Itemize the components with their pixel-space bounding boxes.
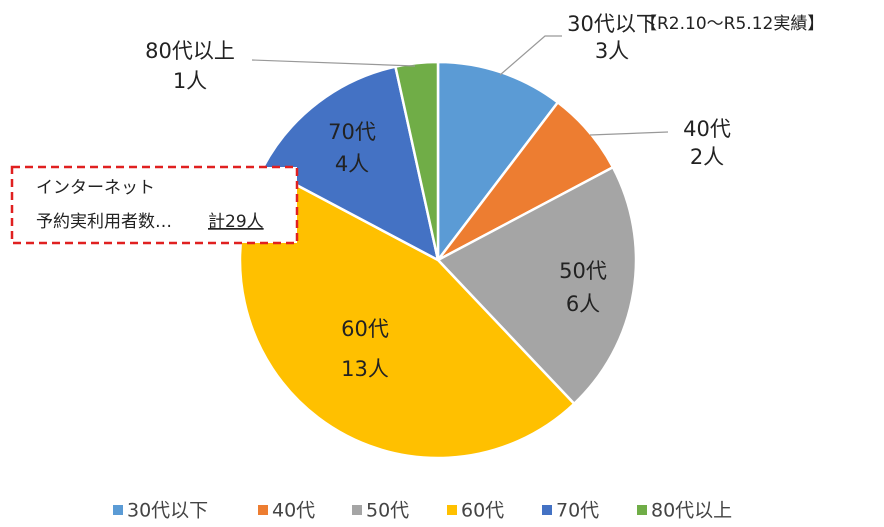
leader-line xyxy=(251,59,416,67)
pie: 30代以下 3人 40代 2人 50代 6人 60代 13人 70代 4人 80代以上 1人 30代以下… xyxy=(113,12,732,522)
slice-category-label: 30代以下 xyxy=(567,12,657,36)
slice-value-label: 3人 xyxy=(595,39,629,63)
legend-label: 70代 xyxy=(556,500,599,522)
slice-value-label: 6人 xyxy=(566,292,600,316)
slice-category-label: 40代 xyxy=(683,117,731,141)
slice-value-label: 2人 xyxy=(690,145,724,169)
legend-swatch xyxy=(637,505,647,515)
legend-swatch xyxy=(352,505,362,515)
leader-line xyxy=(499,35,562,76)
slice-category-label: 50代 xyxy=(559,259,607,283)
legend-label: 60代 xyxy=(461,500,504,522)
pie-slice xyxy=(435,165,638,406)
legend-swatch xyxy=(113,505,123,515)
legend-label: 80代以上 xyxy=(651,500,732,522)
legend-swatch xyxy=(542,505,552,515)
pie-slice xyxy=(436,60,560,264)
legend-swatch xyxy=(447,505,457,515)
note-line: インターネット xyxy=(36,178,155,198)
slice-value-label: 4人 xyxy=(335,152,369,176)
legend-label: 40代 xyxy=(272,500,315,522)
legend-label: 30代以下 xyxy=(127,500,208,522)
note-line: 予約実利用者数… xyxy=(36,212,172,232)
note-total: 計29人 xyxy=(208,212,264,232)
leader-line xyxy=(589,131,669,136)
slice-value-label: 1人 xyxy=(173,69,207,93)
annotation: 【R2.10～R5.12実績】 xyxy=(640,14,824,34)
slice-category-label: 80代以上 xyxy=(145,39,235,63)
legend-label: 50代 xyxy=(366,500,409,522)
legend-swatch xyxy=(258,505,268,515)
slice-category-label: 70代 xyxy=(328,120,376,144)
note-box xyxy=(10,165,299,245)
pie-slice xyxy=(261,65,440,263)
slice-value-label: 13人 xyxy=(341,357,389,381)
slice-category-label: 60代 xyxy=(341,317,389,341)
pie-slice xyxy=(393,60,440,261)
